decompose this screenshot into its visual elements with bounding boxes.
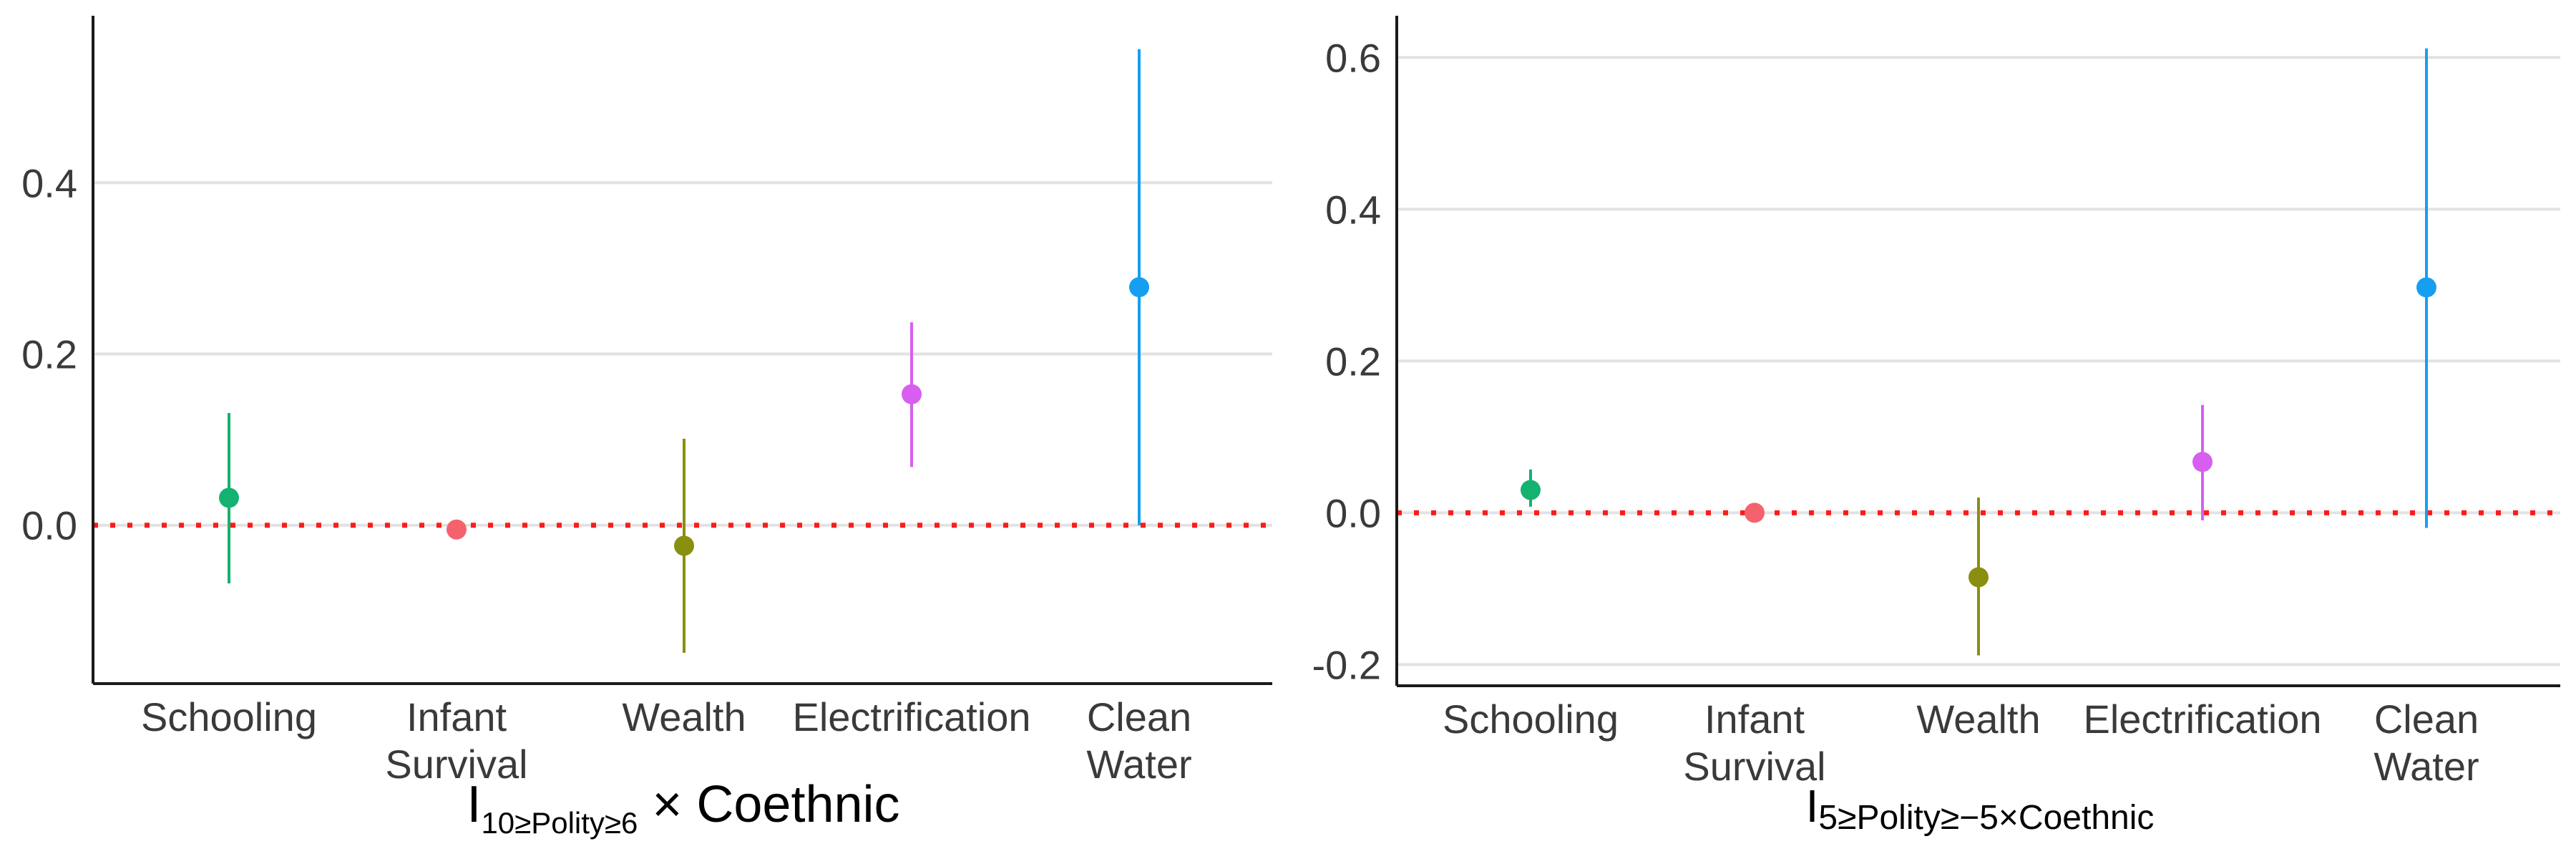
panel-2-y-tick-label: 0.4: [1325, 187, 1381, 232]
panel-2-y-tick-label: 0.2: [1325, 339, 1381, 384]
panel-2-y-tick-label: 0.6: [1325, 35, 1381, 80]
panel-1-point-estimate: [902, 384, 922, 404]
panel-1-point-estimate: [674, 535, 694, 556]
panel-1-point-estimate: [1129, 277, 1149, 298]
panel-2-x-tick-label: Schooling: [1443, 697, 1619, 742]
panel-1-x-tick-label: Schooling: [141, 694, 317, 739]
panel-2-point-estimate: [1521, 480, 1541, 500]
panel-2-x-tick-label: Infant Survival: [1683, 697, 1825, 789]
panel-2-point-estimate: [1745, 503, 1765, 523]
panel-1-y-tick-label: 0.4: [21, 160, 77, 205]
panel-2-point-estimate: [2192, 452, 2212, 472]
panel-1-x-tick-label: Clean Water: [1086, 694, 1191, 787]
panel-1-x-tick-label: Infant Survival: [385, 694, 527, 787]
panel-1-y-tick-label: 0.2: [21, 331, 77, 377]
panel-2-x-axis-title: I5≥Polity≥−5×Coethnic: [1806, 780, 2155, 837]
panel-1-x-axis-title: I10≥Polity≥6 × Coethnic: [467, 776, 899, 840]
panel-2-point-estimate: [2416, 277, 2436, 298]
panel-1-x-tick-label: Electrification: [792, 694, 1030, 739]
panel-2-x-tick-label: Wealth: [1916, 697, 2040, 742]
panel-2-point-estimate: [1968, 567, 1989, 588]
panel-1-point-estimate: [219, 487, 239, 508]
panel-2-x-tick-label: Clean Water: [2373, 697, 2479, 789]
panel-2-x-tick-label: Electrification: [2083, 697, 2321, 742]
panel-1-x-tick-label: Wealth: [622, 694, 746, 739]
panel-1-y-tick-label: 0.0: [21, 503, 77, 548]
panel-1-point-estimate: [447, 519, 467, 540]
panel-2-y-tick-label: 0.0: [1325, 490, 1381, 535]
panel-2-y-tick-label: -0.2: [1312, 642, 1382, 687]
